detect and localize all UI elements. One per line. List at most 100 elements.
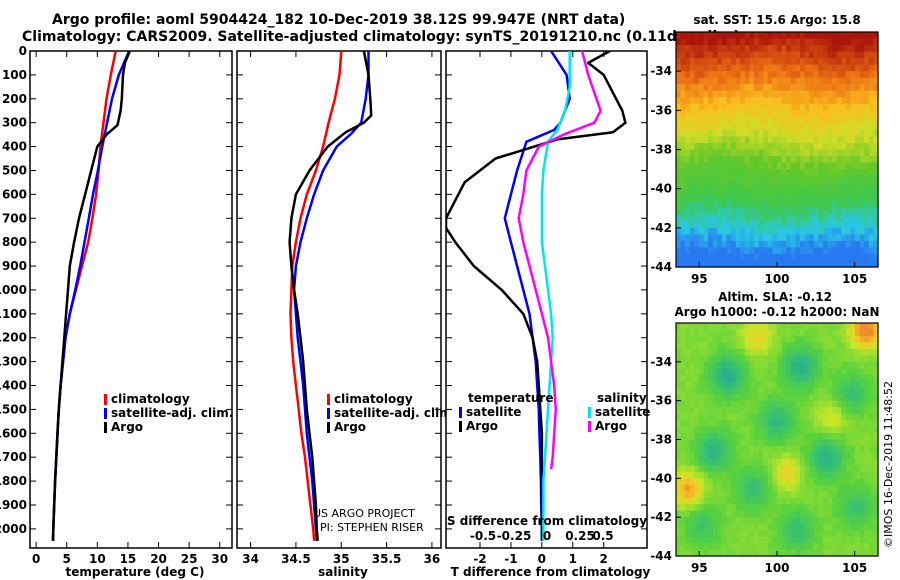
map-y-tick-label: -34 xyxy=(650,355,672,369)
x2-tick-label: 0 xyxy=(543,529,551,543)
legend-label: satellite xyxy=(466,405,521,419)
legend-label: satellite-adj. clim. xyxy=(334,406,456,420)
depth-tick-label: 0 xyxy=(19,44,27,58)
map-y-tick-label: -36 xyxy=(650,394,672,408)
map-y-tick-label: -42 xyxy=(650,510,672,524)
x2-axis-label: S difference from climatology xyxy=(447,514,647,528)
map-y-tick-label: -40 xyxy=(650,471,672,485)
x-tick-label: 2 xyxy=(600,552,608,566)
pi-label: PI: STEPHEN RISER xyxy=(320,521,424,534)
x-tick-label: 20 xyxy=(150,552,167,566)
depth-tick-label: 800 xyxy=(2,235,27,249)
map-y-tick-label: -40 xyxy=(650,182,672,196)
project-label: US ARGO PROJECT xyxy=(313,507,415,520)
series-t-satellite xyxy=(503,51,571,541)
panel-difference: -2 -1 0 1 2T difference from climatology temp… xyxy=(445,50,651,579)
series-s-argo xyxy=(517,51,602,470)
x-axis-label: temperature (deg C) xyxy=(66,565,205,579)
map-y-tick-label: -42 xyxy=(650,221,672,235)
depth-tick-label: 1100 xyxy=(0,307,27,321)
map-y-tick-label: -34 xyxy=(650,64,672,78)
map-y-tick-label: -38 xyxy=(650,143,672,157)
heatmap-cells xyxy=(676,323,879,557)
x-tick-label: 0 xyxy=(538,552,546,566)
depth-tick-label: 500 xyxy=(2,163,27,177)
sla-title-2: Argo h1000: -0.12 h2000: NaN xyxy=(674,305,879,319)
map-x-tick-label: 95 xyxy=(691,272,708,286)
x-tick-label: 34.5 xyxy=(281,552,311,566)
map-x-tick-label: 95 xyxy=(691,561,708,575)
depth-tick-label: 1200 xyxy=(0,331,27,345)
legend-swatch xyxy=(104,408,107,419)
x-tick-label: 35.5 xyxy=(372,552,402,566)
legend-swatch xyxy=(327,394,330,405)
heatmap-cells xyxy=(676,32,879,268)
panel-temperature: 0 5 10 15 20 25 30 temperature (deg C) climatolo… xyxy=(29,50,233,579)
series-climatology xyxy=(289,51,343,541)
series-t-argo xyxy=(446,51,627,541)
depth-tick-label: 1000 xyxy=(0,283,27,297)
series-s-satellite xyxy=(540,51,571,541)
depth-tick-label: 900 xyxy=(2,259,27,273)
legend-swatch xyxy=(588,421,591,432)
map-y-tick-label: -44 xyxy=(650,260,672,274)
legend-label: Argo xyxy=(111,420,143,434)
x-tick-label: 34 xyxy=(242,552,259,566)
legend-label: satellite xyxy=(595,405,650,419)
panel-salinity: 34 34.5 35 35.5 36 salinity climatologysatelli… xyxy=(236,50,456,579)
legend-swatch xyxy=(327,422,330,433)
x2-tick-label: 0.25 xyxy=(565,529,595,543)
legend-label: Argo xyxy=(595,419,627,433)
legend-label: Argo xyxy=(334,420,366,434)
panel-sst-map: 95 100 105 -34 -36 -38 -40 -42 -44 sat. SST: 15.6… xyxy=(650,13,879,286)
depth-tick-label: 2000 xyxy=(0,522,27,536)
legend-label: climatology xyxy=(334,392,413,406)
x2-tick-label: -0.25 xyxy=(497,529,532,543)
map-x-tick-label: 105 xyxy=(842,561,867,575)
title-line-2: Climatology: CARS2009. Satellite-adjuste… xyxy=(22,29,740,45)
x-tick-label: -1 xyxy=(504,552,517,566)
legend-label: satellite-adj. clim. xyxy=(111,406,233,420)
legend-label: Argo xyxy=(466,419,498,433)
x-tick-label: -2 xyxy=(473,552,486,566)
legend-swatch xyxy=(459,421,462,432)
depth-tick-label: 1300 xyxy=(0,355,27,369)
depth-tick-label: 1400 xyxy=(0,379,27,393)
x-tick-label: 5 xyxy=(63,552,71,566)
x-tick-label: 10 xyxy=(89,552,106,566)
x-tick-label: 35 xyxy=(333,552,350,566)
x-axis-label: T difference from climatology xyxy=(451,565,651,579)
depth-tick-label: 700 xyxy=(2,211,27,225)
title-line-1: Argo profile: aoml 5904424_182 10-Dec-20… xyxy=(52,12,626,28)
plot-frame xyxy=(29,50,233,549)
legend-swatch xyxy=(104,394,107,405)
x-tick-label: 0 xyxy=(32,552,40,566)
sst-title: sat. SST: 15.6 Argo: 15.8 xyxy=(693,13,860,27)
map-x-tick-label: 105 xyxy=(842,272,867,286)
depth-tick-label: 1500 xyxy=(0,402,27,416)
panel-sla-map: 95 100 105 -34 -36 -38 -40 -42 -44 Altim. SLA: -0… xyxy=(650,290,879,575)
legend-salinity-title: salinity xyxy=(597,391,647,405)
depth-tick-label: 100 xyxy=(2,68,27,82)
legend-swatch xyxy=(459,407,462,418)
legend-label: climatology xyxy=(111,392,190,406)
depth-tick-label: 1800 xyxy=(0,474,27,488)
legend-swatch xyxy=(588,407,591,418)
x-tick-label: 15 xyxy=(120,552,137,566)
x-tick-label: 36 xyxy=(424,552,441,566)
depth-tick-label: 1700 xyxy=(0,450,27,464)
depth-tick-label: 200 xyxy=(2,92,27,106)
depth-tick-label: 300 xyxy=(2,116,27,130)
series-argo xyxy=(51,51,131,541)
sla-title-1: Altim. SLA: -0.12 xyxy=(718,290,832,304)
x-tick-label: 1 xyxy=(569,552,577,566)
x-axis-label: salinity xyxy=(318,565,368,579)
depth-tick-label: 600 xyxy=(2,187,27,201)
plot-frame xyxy=(236,50,442,549)
x-tick-label: 30 xyxy=(211,552,228,566)
legend-swatch xyxy=(327,408,330,419)
series-argo xyxy=(288,51,373,541)
legend-temperature-title: temperature xyxy=(468,391,553,405)
